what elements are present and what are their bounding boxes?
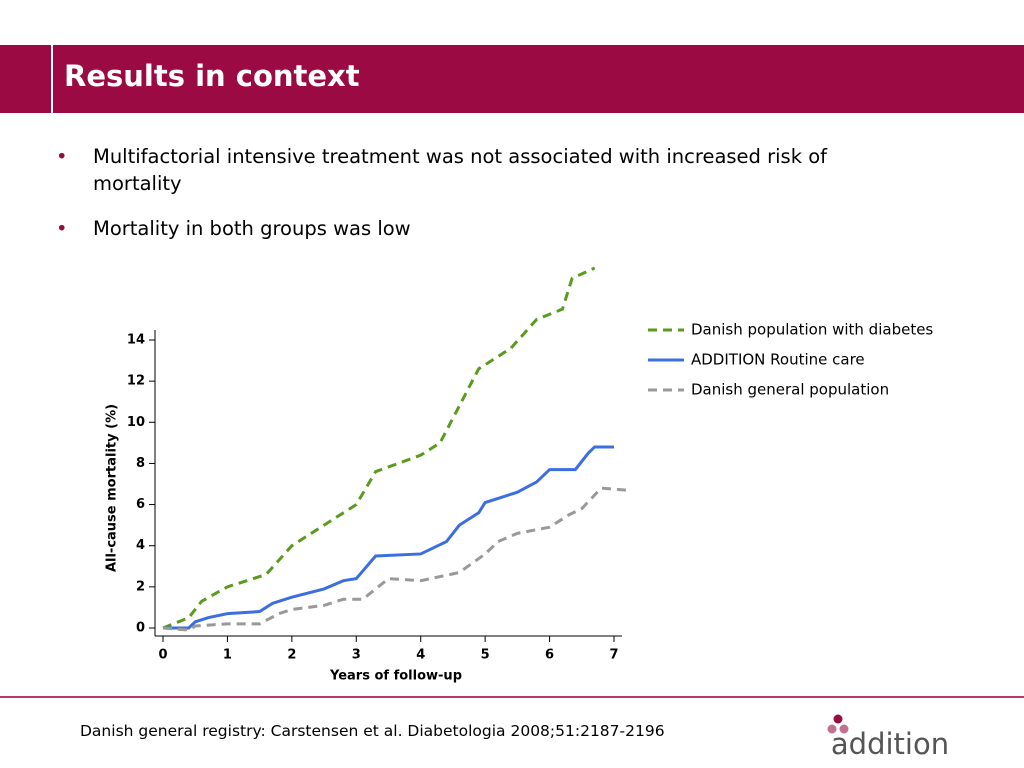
legend-label: Danish general population	[691, 381, 889, 399]
x-tick-label: 3	[352, 648, 361, 663]
y-axis-label: All-cause mortality (%)	[105, 404, 120, 572]
footer-rule	[0, 696, 1024, 698]
bullet: Multifactorial intensive treatment was n…	[56, 143, 916, 197]
title-bar: Results in context	[0, 45, 1024, 113]
citation: Danish general registry: Carstensen et a…	[80, 722, 665, 740]
y-tick-label: 2	[136, 579, 145, 594]
x-tick-label: 4	[416, 648, 425, 663]
separator	[51, 45, 53, 113]
x-axis-label: Years of follow-up	[329, 669, 462, 684]
y-tick-label: 0	[136, 621, 145, 636]
y-tick-label: 6	[136, 497, 145, 512]
series-line	[162, 266, 596, 630]
legend-label: Danish population with diabetes	[691, 321, 933, 339]
series-line	[163, 445, 614, 630]
logo-dot	[833, 714, 843, 724]
y-tick-label: 12	[127, 374, 145, 389]
series-line	[162, 486, 628, 632]
bullet-list: Multifactorial intensive treatment was n…	[56, 143, 916, 260]
logo: addition	[831, 727, 949, 761]
bullet: Mortality in both groups was low	[56, 215, 916, 242]
y-tick-label: 10	[127, 415, 145, 430]
logo-dot	[839, 724, 849, 734]
x-tick-label: 7	[609, 648, 618, 663]
x-tick-label: 5	[481, 648, 490, 663]
x-tick-label: 0	[158, 648, 167, 663]
y-tick-label: 14	[127, 333, 145, 348]
y-tick-label: 4	[136, 538, 145, 553]
logo-dot	[827, 724, 837, 734]
x-tick-label: 2	[287, 648, 296, 663]
slide-title: Results in context	[64, 59, 360, 93]
y-tick-label: 8	[136, 456, 145, 471]
x-tick-label: 6	[545, 648, 554, 663]
legend-label: ADDITION Routine care	[691, 351, 865, 369]
x-tick-label: 1	[223, 648, 232, 663]
